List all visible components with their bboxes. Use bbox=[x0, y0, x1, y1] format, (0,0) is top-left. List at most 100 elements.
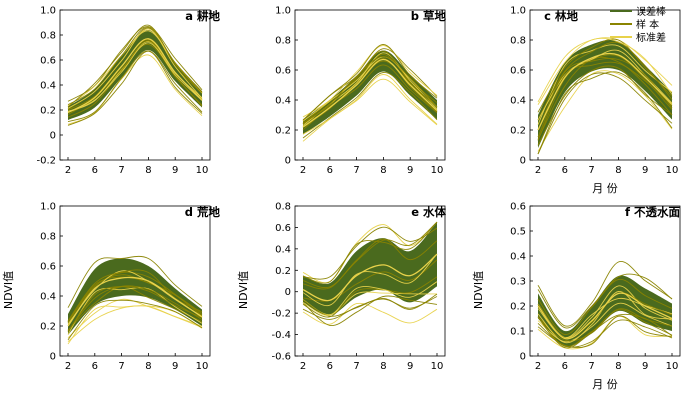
panel-f-mean-line bbox=[537, 292, 673, 340]
panel-b-ytick-label: 0.4 bbox=[275, 96, 291, 107]
panel-b-sample-curve bbox=[302, 78, 438, 142]
panel-e-ytick-label: 0 bbox=[285, 287, 291, 298]
panel-e-sample-curve bbox=[302, 221, 438, 289]
panel-b-ytick-label: 0.2 bbox=[275, 126, 291, 137]
panel-b-xtick-label: 7 bbox=[353, 165, 359, 176]
panel-b-axes-frame bbox=[294, 9, 446, 161]
panel-d-ytick-label: 1.0 bbox=[40, 202, 56, 213]
panel-d-sample-curve bbox=[67, 285, 203, 332]
panel-f-error-band bbox=[538, 275, 672, 347]
panel-a-mean-line bbox=[67, 38, 203, 114]
panel-c-sample-curve bbox=[537, 38, 673, 113]
panel-f-sample-curve bbox=[537, 302, 673, 343]
panel-a-title: a 耕地 bbox=[185, 9, 220, 23]
panel-f-ytick-label: 0.5 bbox=[510, 227, 526, 238]
panel-b-ytick-label: 1.0 bbox=[275, 6, 291, 17]
panel-b-ytick-label: 0 bbox=[285, 156, 291, 167]
panel-e-sample-curve bbox=[302, 296, 438, 320]
panel-a-sample-curve bbox=[67, 50, 203, 123]
panel-a-plot: -0.2 0 0.2 0.4 0.6 0.8 1.0 2 6 7 8 9 10 bbox=[36, 6, 211, 176]
panel-c-xtick-label: 2 bbox=[535, 165, 541, 176]
panel-d-xtick-label: 9 bbox=[172, 361, 178, 372]
legend: 误差棒 样 本 标准差 bbox=[610, 5, 666, 44]
panel-f-xtick-label: 10 bbox=[666, 361, 679, 372]
panel-c-sample-curve bbox=[537, 72, 673, 155]
panel-c: 0 0.2 0.4 0.6 0.8 1.0 2 6 7 8 9 10 c 林地 月 份 bbox=[510, 6, 681, 195]
panel-e-ytick-label: 0.8 bbox=[275, 202, 291, 213]
panel-e-title: e 水体 bbox=[411, 205, 446, 219]
panel-d-sample-curve bbox=[67, 286, 203, 331]
panel-a-xtick-label: 9 bbox=[172, 165, 178, 176]
panel-a-xtick-label: 10 bbox=[196, 165, 209, 176]
legend-label-samples: 样 本 bbox=[636, 18, 659, 31]
panel-e-xtick-label: 9 bbox=[407, 361, 413, 372]
panel-c-xtick-label: 7 bbox=[588, 165, 594, 176]
panel-a-ytick-label: 0.2 bbox=[40, 106, 56, 117]
panel-a-ytick-label: 1.0 bbox=[40, 6, 56, 17]
panel-f-sample-curve bbox=[537, 315, 673, 349]
panel-d-xtick-label: 10 bbox=[196, 361, 209, 372]
panel-b-title: b 草地 bbox=[411, 9, 447, 23]
panel-c-sample-curve bbox=[537, 71, 673, 155]
panel-b-sample-curve bbox=[302, 56, 438, 122]
panel-b-sample-curve bbox=[302, 74, 438, 135]
panel-c-xtick-label: 8 bbox=[615, 165, 621, 176]
panel-e-mean-line bbox=[302, 253, 438, 302]
panel-c-plot: 0 0.2 0.4 0.6 0.8 1.0 2 6 7 8 9 10 bbox=[510, 6, 681, 176]
panel-f-plot: 0 0.1 0.2 0.3 0.4 0.5 0.6 2 6 7 8 9 10 bbox=[510, 202, 681, 372]
panel-e-ytick-label: -0.6 bbox=[271, 352, 291, 363]
panel-f-xlabel: 月 份 bbox=[592, 378, 618, 391]
panel-f-ytick-label: 0.3 bbox=[510, 277, 526, 288]
panel-c-ytick-label: 0.6 bbox=[510, 66, 526, 77]
panel-f-ytick-label: 0.6 bbox=[510, 202, 526, 213]
panel-f-xtick-label: 2 bbox=[535, 361, 541, 372]
panel-f-ytick-label: 0.1 bbox=[510, 327, 526, 338]
panel-d-mean-line bbox=[67, 276, 203, 327]
panel-c-sample-curve bbox=[537, 37, 673, 105]
panel-d-xtick-label: 8 bbox=[145, 361, 151, 372]
panel-c-sample-curve bbox=[537, 56, 673, 140]
panel-e-ytick-label: -0.2 bbox=[271, 309, 291, 320]
panel-d-error-band bbox=[68, 258, 202, 335]
panel-e-sample-curve bbox=[302, 226, 438, 280]
panel-f-sample-curve bbox=[537, 309, 673, 349]
panel-f-xtick-label: 9 bbox=[642, 361, 648, 372]
panel-e-ytick-label: 0.2 bbox=[275, 266, 291, 277]
panel-d-ytick-label: 0 bbox=[50, 352, 56, 363]
panel-e-plot: -0.6 -0.4 -0.2 0 0.2 0.4 0.6 0.8 2 6 7 8 9 10 bbox=[271, 202, 446, 372]
panel-c-sample-curve bbox=[537, 58, 673, 130]
panel-c-sample-curve bbox=[537, 65, 673, 146]
panel-b-xtick-label: 8 bbox=[380, 165, 386, 176]
panel-a-sample-curve bbox=[67, 50, 203, 126]
panel-d-ytick-label: 0.4 bbox=[40, 292, 56, 303]
panel-f-xtick-label: 8 bbox=[615, 361, 621, 372]
panel-c-ytick-label: 0 bbox=[520, 156, 526, 167]
panel-a-ytick-label: -0.2 bbox=[36, 156, 56, 167]
panel-a-xtick-label: 8 bbox=[145, 165, 151, 176]
panel-a-ytick-label: 0.4 bbox=[40, 81, 56, 92]
panel-f-ytick-label: 0.2 bbox=[510, 302, 526, 313]
panel-e-xtick-label: 7 bbox=[353, 361, 359, 372]
panel-a-error-band bbox=[68, 29, 202, 121]
panel-d-sample-curve bbox=[67, 287, 203, 335]
panel-e-sample-curve bbox=[302, 238, 438, 290]
panel-b-ytick-label: 0.8 bbox=[275, 36, 291, 47]
panel-b-mean-line bbox=[302, 58, 438, 128]
panel-c-title: c 林地 bbox=[544, 9, 578, 23]
panel-c-xtick-label: 6 bbox=[562, 165, 568, 176]
panel-a-sample-curve bbox=[67, 24, 203, 108]
panel-b-sample-curve bbox=[302, 44, 438, 121]
panel-d-xtick-label: 7 bbox=[118, 361, 124, 372]
panel-d-sample-curve bbox=[67, 305, 203, 345]
panel-d-axes-frame bbox=[59, 205, 211, 357]
panel-b-xtick-label: 9 bbox=[407, 165, 413, 176]
panel-f-xtick-label: 7 bbox=[588, 361, 594, 372]
panel-c-error-band bbox=[538, 39, 672, 149]
panel-f-title: f 不透水面 bbox=[625, 205, 681, 219]
panel-e-sample-curve bbox=[302, 295, 438, 326]
panel-d-sample-curve bbox=[67, 285, 203, 332]
panel-b-xtick-label: 6 bbox=[327, 165, 333, 176]
panel-c-xtick-label: 10 bbox=[666, 165, 679, 176]
panel-a-ytick-label: 0.6 bbox=[40, 56, 56, 67]
